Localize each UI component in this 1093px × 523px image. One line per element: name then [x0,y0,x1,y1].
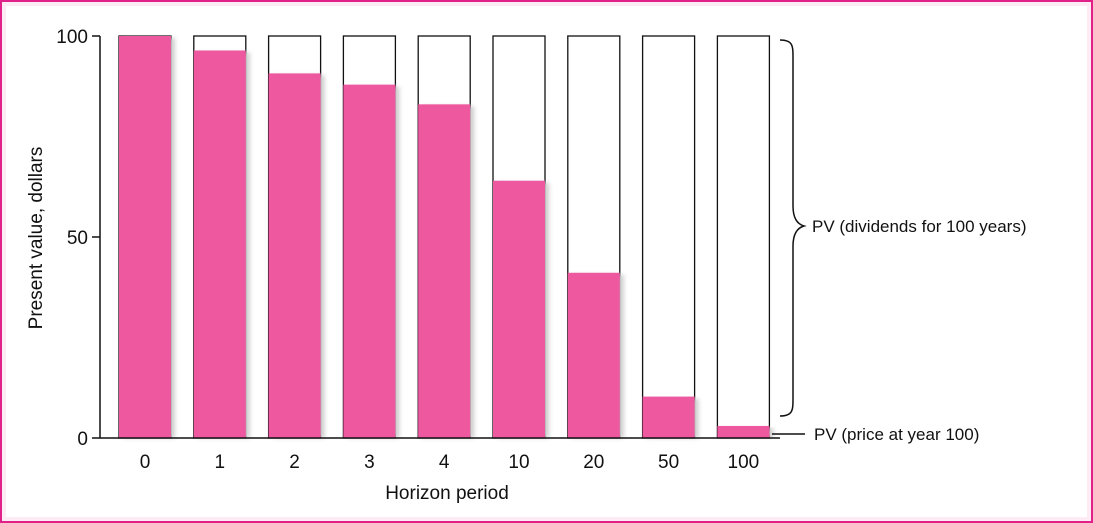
x-axis-title: Horizon period [385,483,509,504]
bar [493,180,545,438]
x-tick-label: 1 [215,452,226,473]
x-tick-label: 100 [728,452,760,473]
x-tick-label: 50 [658,452,679,473]
x-tick-label: 0 [140,452,151,473]
x-tick-label: 4 [439,452,450,473]
bar [119,36,171,438]
x-tick-label: 20 [583,452,604,473]
y-tick-label: 50 [67,228,88,249]
bar [567,272,620,438]
y-tick-label: 0 [77,429,88,450]
dividends-annotation: PV (dividends for 100 years) [812,217,1027,236]
bar [268,73,321,439]
dividends-brace [779,39,807,417]
ticks-layer: 0 1 2 3 4 10 20 50 100 0 50 100 [56,27,759,473]
x-tick-label: 2 [289,452,300,473]
total-bar-outline [716,35,771,439]
y-axis-title: Present value, dollars [26,147,47,330]
bar [193,50,246,439]
bar [717,425,770,438]
bars-layer [118,35,774,439]
x-tick-label: 10 [508,452,529,473]
total-bar-outline [641,35,696,439]
bar [642,396,695,438]
bar [343,84,396,438]
bar [418,104,471,438]
price-annotation: PV (price at year 100) [814,425,979,444]
y-tick-label: 100 [56,27,88,48]
x-tick-label: 3 [364,452,375,473]
